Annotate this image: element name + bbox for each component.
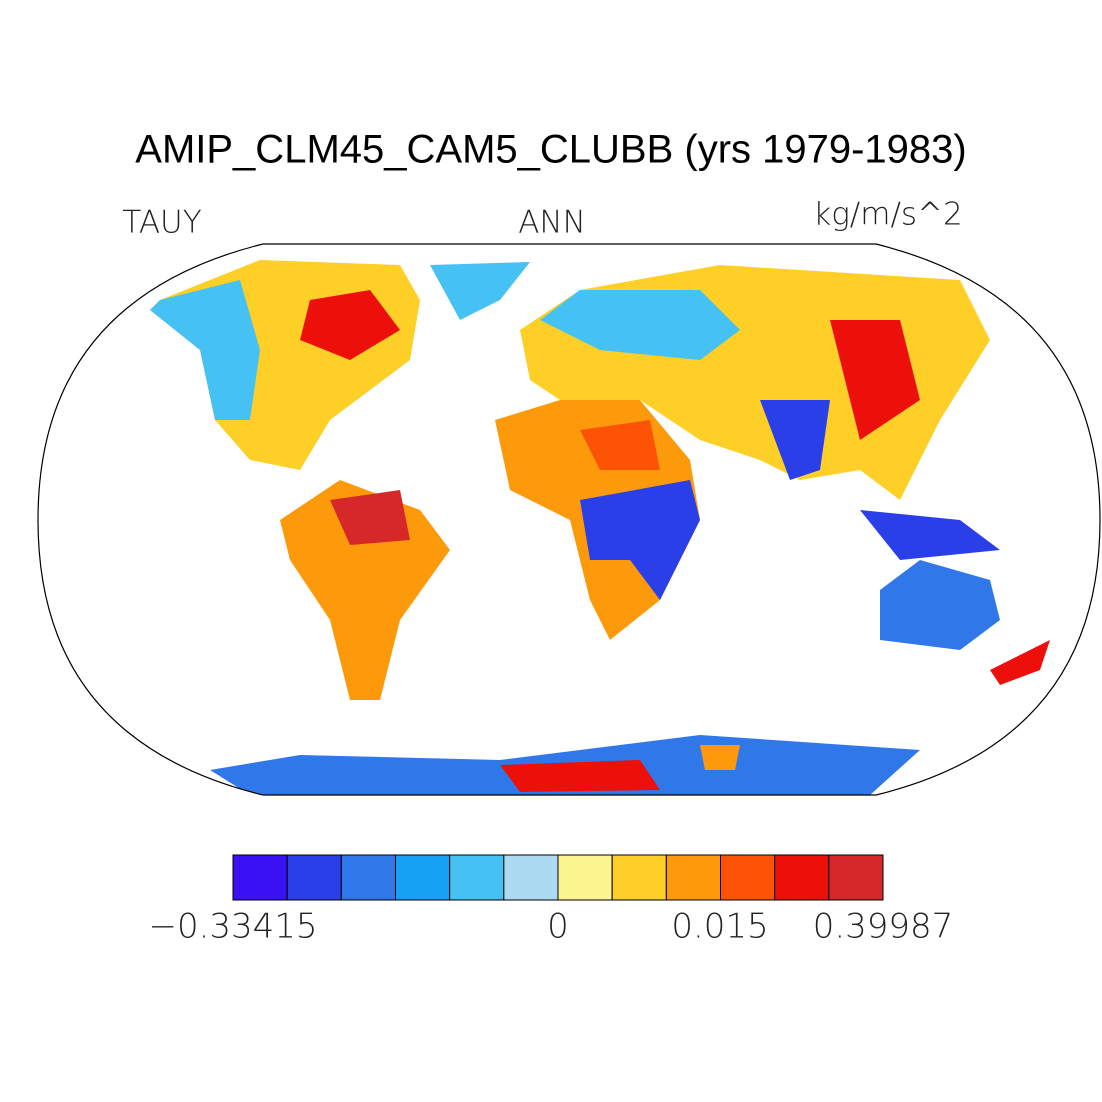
maritime [860,510,1000,560]
colorbar [232,854,884,901]
colorbar-box [503,854,559,901]
colorbar-box [340,854,397,901]
colorbar-box [557,854,613,901]
colorbar-box [232,854,288,901]
amazon [330,490,410,545]
units-label: kg/m/s^2 [813,197,963,233]
east-asia [830,320,920,440]
colorbar-box [395,854,451,901]
antarctica-ridge [500,760,660,792]
colorbar-label: 0.015 [671,907,768,947]
colorbar-box [449,854,505,901]
antarctica-patch [700,745,740,770]
colorbar-label: 0.39987 [813,907,954,947]
europe-north [540,290,740,360]
north-america [150,260,420,470]
north-america-west [150,280,260,420]
colorbar-box [611,854,667,901]
greenland [430,262,530,320]
sahara [580,420,660,470]
map-fields [150,260,1050,795]
new-zealand [990,640,1050,685]
map-outline [37,243,1101,796]
colorbar-label: 0 [547,907,569,947]
variable-label: TAUY [122,205,201,241]
title: AMIP_CLM45_CAM5_CLUBB (yrs 1979-1983) [135,128,966,172]
africa-south [580,480,700,600]
colorbar-box [720,854,776,901]
australia [880,560,1000,650]
colorbar-label: −0.33415 [148,907,317,947]
colorbar-box [665,854,721,901]
colorbar-box [286,854,342,901]
season-label: ANN [518,205,586,241]
india [760,400,830,480]
colorbar-box [774,854,830,901]
hudson [300,290,400,360]
colorbar-box [828,854,884,901]
